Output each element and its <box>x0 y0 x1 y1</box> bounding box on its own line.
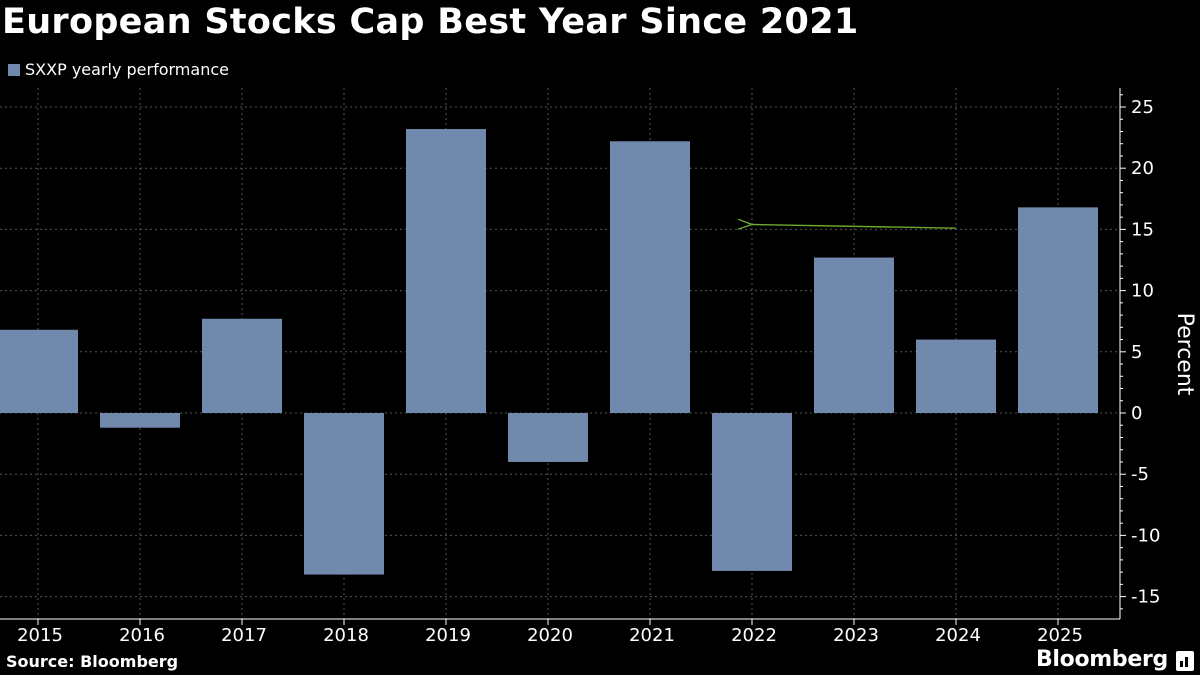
chart-legend: SXXP yearly performance <box>8 60 229 79</box>
y-tick-label: -15 <box>1131 587 1160 608</box>
annotations <box>752 225 957 229</box>
x-tick-label: 2025 <box>1037 625 1083 646</box>
y-axis-label: Percent <box>1172 313 1197 396</box>
x-tick-label: 2015 <box>17 625 63 646</box>
bar-2019 <box>406 129 486 414</box>
annotation-arrow <box>752 225 957 229</box>
y-tick-label: -10 <box>1131 525 1160 546</box>
y-tick-label: 0 <box>1131 403 1142 424</box>
source-note: Source: Bloomberg <box>6 652 179 671</box>
x-tick-label: 2020 <box>527 625 573 646</box>
bar-2017 <box>202 318 282 413</box>
x-tick-label: 2017 <box>221 625 267 646</box>
x-tick-label: 2016 <box>119 625 165 646</box>
y-tick-label: 25 <box>1131 97 1154 118</box>
bar-2021 <box>610 141 690 413</box>
bloomberg-chart-icon <box>1176 651 1194 671</box>
bar-2015 <box>0 329 78 413</box>
x-tick-label: 2021 <box>629 625 675 646</box>
bar-2024 <box>916 339 996 413</box>
bars <box>0 129 1098 575</box>
bar-2025 <box>1018 207 1098 413</box>
y-tick-label: 10 <box>1131 281 1154 302</box>
legend-label: SXXP yearly performance <box>25 60 229 79</box>
chart-title: European Stocks Cap Best Year Since 2021 <box>2 2 859 42</box>
x-tick-label: 2022 <box>731 625 777 646</box>
bar-2020 <box>508 413 588 462</box>
bar-2018 <box>304 413 384 575</box>
brand-logo: Bloomberg <box>1035 647 1168 672</box>
legend-swatch <box>8 63 20 76</box>
y-tick-label: -5 <box>1131 464 1149 485</box>
x-tick-label: 2018 <box>323 625 369 646</box>
x-tick-label: 2024 <box>935 625 981 646</box>
bar-2022 <box>712 413 792 571</box>
y-tick-label: 5 <box>1131 342 1142 363</box>
bar-2016 <box>100 413 180 428</box>
y-tick-label: 20 <box>1131 158 1154 179</box>
x-tick-label: 2023 <box>833 625 879 646</box>
x-tick-label: 2019 <box>425 625 471 646</box>
bar-2023 <box>814 257 894 413</box>
y-tick-label: 15 <box>1131 219 1154 240</box>
